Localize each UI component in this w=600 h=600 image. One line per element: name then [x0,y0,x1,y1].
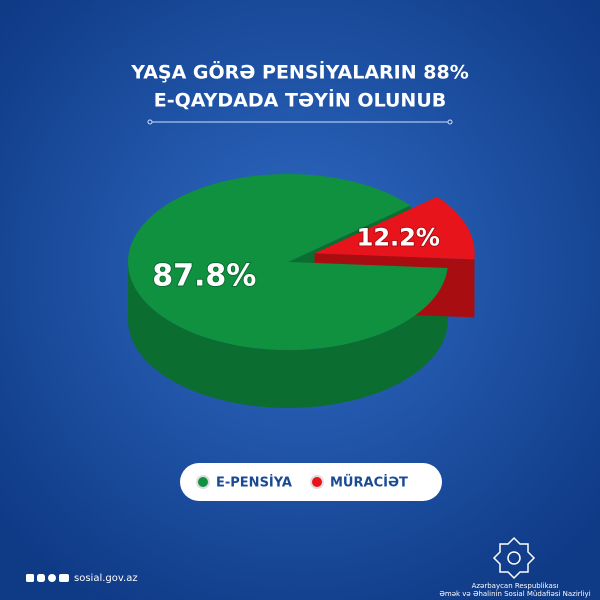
value-label: 87.8% [152,258,256,293]
legend-marker [310,475,324,489]
title-line: YAŞA GÖRƏ PENSİYALARIN 88% [130,60,468,84]
value-label: 12.2% [357,223,440,251]
legend-label: MÜRACİƏT [330,475,408,491]
pie-slice [128,174,448,350]
legend-label: E-PENSİYA [216,475,292,491]
title-line: E-QAYDADA TƏYİN OLUNUB [154,88,447,112]
website: sosial.gov.az [74,573,138,584]
org-line: Azərbaycan Respublikası [472,582,559,590]
org-line: Əmək və Əhalinin Sosial Müdafiəsi Nazirl… [439,590,590,598]
legend-marker [196,475,210,489]
social-icons [26,574,69,582]
pie-chart: 87.8% 12.2% [128,174,475,409]
slice-side [128,262,448,409]
pie-slice [314,196,475,260]
divider [147,119,453,125]
legend: E-PENSİYA MÜRACİƏT [180,463,442,501]
logo [492,536,536,580]
